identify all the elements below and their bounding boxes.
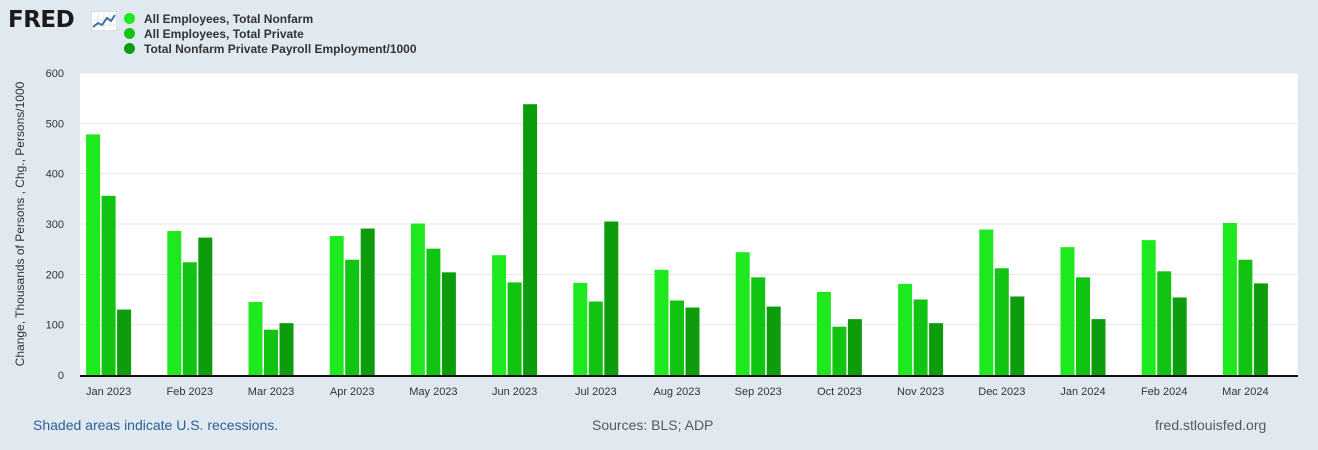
bar-series-3 (847, 319, 862, 375)
x-tick-label: May 2023 (409, 386, 457, 398)
bar-series-1 (573, 282, 588, 375)
legend-item-3[interactable]: Total Nonfarm Private Payroll Employment… (124, 41, 417, 56)
bar-series-1 (735, 252, 750, 375)
y-tick-label: 100 (46, 320, 64, 332)
bar-series-2 (670, 300, 684, 375)
bar-series-2 (182, 262, 197, 375)
bar-series-2 (1076, 277, 1090, 375)
bar-series-2 (345, 259, 360, 375)
line-chart-icon (91, 11, 117, 31)
bar-series-1 (816, 291, 831, 375)
bar-series-2 (588, 301, 603, 375)
bar-series-2 (101, 195, 116, 375)
bar-series-2 (994, 268, 1009, 375)
bar-series-2 (426, 248, 441, 375)
x-tick-label: Jul 2023 (575, 386, 617, 398)
bar-series-3 (441, 272, 456, 375)
bar-series-3 (685, 307, 700, 375)
x-tick-label: Jan 2023 (86, 386, 131, 398)
bar-series-3 (360, 228, 375, 375)
legend-swatch-3 (124, 43, 135, 54)
bar-series-1 (898, 283, 913, 375)
x-tick-label: Dec 2023 (978, 386, 1025, 398)
bar-series-3 (523, 104, 538, 375)
bar-series-1 (1060, 247, 1075, 375)
bar-series-2 (751, 277, 766, 375)
x-tick-label: Feb 2024 (1141, 386, 1187, 398)
x-tick-label: Feb 2023 (167, 386, 213, 398)
legend-label-1: All Employees, Total Nonfarm (144, 11, 314, 26)
bar-series-2 (507, 282, 522, 375)
legend-swatch-2 (124, 28, 135, 39)
bar-series-1 (1141, 240, 1156, 375)
recession-note[interactable]: Shaded areas indicate U.S. recessions. (33, 417, 279, 433)
bar-series-2 (1157, 271, 1172, 375)
x-tick-label: Oct 2023 (817, 386, 862, 398)
legend-item-1[interactable]: All Employees, Total Nonfarm (124, 11, 417, 26)
y-tick-label: 400 (46, 169, 64, 181)
y-tick-label: 500 (46, 118, 64, 130)
bar-series-2 (913, 299, 928, 375)
bar-series-3 (929, 323, 944, 375)
y-tick-label: 300 (46, 219, 64, 231)
y-tick-label: 0 (58, 370, 64, 382)
bar-series-1 (248, 302, 263, 375)
legend-swatch-1 (124, 13, 135, 24)
x-tick-label: Mar 2023 (248, 386, 294, 398)
bar-series-2 (264, 329, 278, 375)
fred-logo-text: FRED (8, 7, 75, 33)
bar-series-3 (1010, 296, 1025, 375)
x-tick-label: Apr 2023 (330, 386, 375, 398)
bar-series-1 (86, 134, 101, 375)
chart-legend: All Employees, Total Nonfarm All Employee… (124, 11, 417, 56)
legend-label-3: Total Nonfarm Private Payroll Employment… (144, 41, 417, 56)
bar-series-1 (167, 231, 182, 375)
x-tick-label: Jun 2023 (492, 386, 537, 398)
bar-series-3 (198, 237, 213, 375)
bar-series-3 (279, 323, 294, 375)
bar-series-3 (766, 306, 781, 375)
y-tick-label: 200 (46, 269, 64, 281)
legend-item-2[interactable]: All Employees, Total Private (124, 26, 417, 41)
bar-series-3 (1253, 283, 1268, 375)
x-tick-label: Nov 2023 (897, 386, 944, 398)
x-tick-label: Jan 2024 (1060, 386, 1105, 398)
bar-series-1 (492, 255, 507, 375)
x-tick-label: Aug 2023 (653, 386, 700, 398)
bar-series-1 (654, 269, 669, 375)
x-tick-label: Mar 2024 (1222, 386, 1268, 398)
bar-series-3 (1091, 319, 1106, 375)
bar-series-1 (329, 236, 344, 375)
bar-series-3 (1172, 297, 1187, 375)
x-tick-label: Sep 2023 (735, 386, 782, 398)
bar-series-3 (604, 221, 619, 375)
legend-label-2: All Employees, Total Private (144, 26, 304, 41)
y-tick-label: 600 (46, 68, 64, 80)
bar-series-1 (979, 229, 994, 375)
bar-series-3 (117, 309, 132, 375)
sources-text: Sources: BLS; ADP (592, 417, 714, 433)
bar-series-1 (410, 223, 425, 375)
bar-series-1 (1222, 222, 1237, 375)
site-link[interactable]: fred.stlouisfed.org (1155, 417, 1267, 433)
bar-series-2 (1238, 259, 1253, 375)
bar-series-2 (832, 326, 847, 375)
